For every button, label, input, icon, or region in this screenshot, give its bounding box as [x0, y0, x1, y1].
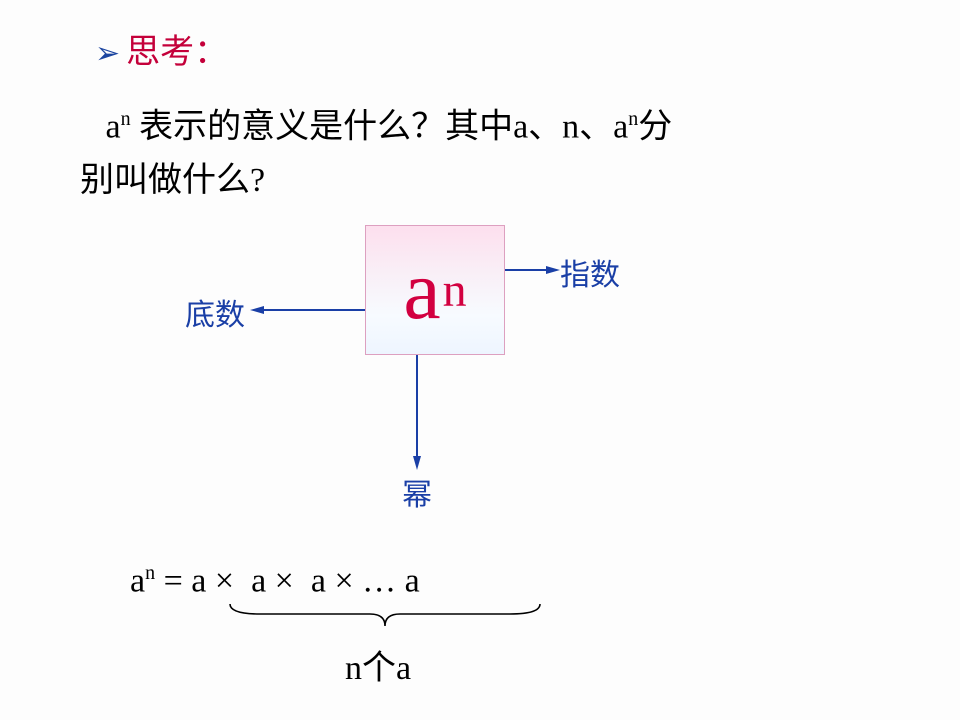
label-power: 幂 — [402, 470, 432, 514]
expansion-lhs-sup: n — [145, 562, 155, 584]
expansion-a2: a — [251, 562, 266, 599]
label-exponent: 指数 — [560, 250, 620, 294]
count-n: n — [345, 650, 362, 687]
an-sup-2: n — [628, 108, 638, 130]
expansion-ellipsis: … — [362, 562, 396, 599]
arrow-to-power-icon — [413, 355, 421, 470]
bullet-arrow-icon: ➢ — [95, 37, 120, 70]
slide-page: ➢思考： an 表示的意义是什么？其中a、n、an分别叫做什么? an 底数 指… — [0, 0, 960, 720]
expansion-lhs-base: a — [130, 562, 145, 599]
arrow-to-base-icon — [250, 306, 365, 314]
count-ge: 个 — [362, 650, 396, 687]
formula-exponent: n — [443, 263, 467, 318]
expansion-formula: an = a × a × a × … a — [130, 562, 420, 600]
an-base: a — [106, 108, 121, 145]
count-a: a — [396, 650, 411, 687]
expansion-x1: × — [206, 562, 242, 599]
question-paragraph: an 表示的意义是什么？其中a、n、an分别叫做什么? — [80, 92, 890, 208]
question-text-1b: 分 — [638, 108, 672, 145]
power-formula: an — [366, 226, 504, 354]
expansion-a4: a — [405, 562, 420, 599]
heading-text: 思考： — [126, 34, 228, 71]
expansion-a3: a — [311, 562, 326, 599]
expansion-x3: × — [326, 562, 362, 599]
brace-icon — [225, 602, 545, 632]
formula-base: a — [403, 242, 440, 339]
expansion-a1: a — [191, 562, 206, 599]
label-base: 底数 — [185, 290, 245, 334]
expansion-x2: × — [266, 562, 302, 599]
count-label: n个a — [345, 640, 411, 689]
question-text-1: 表示的意义是什么？其中a、n、a — [131, 108, 629, 145]
expansion-eq: = — [155, 562, 191, 599]
power-notation-box: an — [365, 225, 505, 355]
an-sup: n — [121, 108, 131, 130]
heading-line: ➢思考： — [95, 24, 228, 73]
arrow-to-exponent-icon — [505, 266, 560, 274]
question-text-2: 别叫做什么? — [80, 162, 265, 199]
